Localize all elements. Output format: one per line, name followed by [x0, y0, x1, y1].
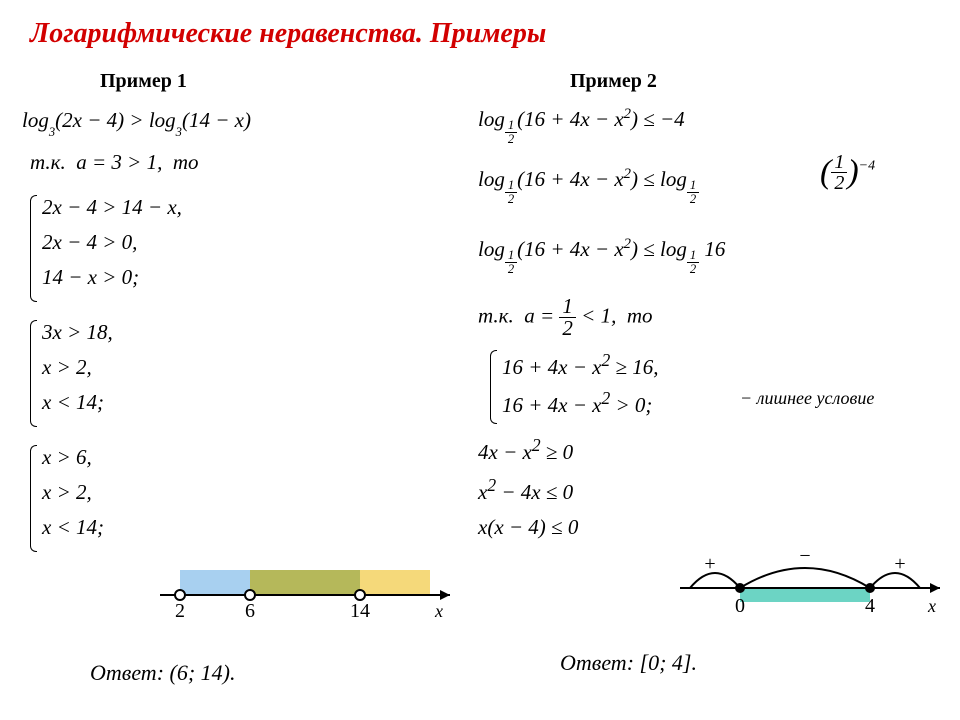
ex2-brace1 — [490, 350, 497, 424]
ex2-number-line: + − + 0 4 x — [680, 550, 950, 630]
ex1-brace3 — [30, 445, 37, 552]
ex1-sys3-2: x > 2, — [42, 480, 92, 505]
ex2-step2: x2 − 4x ≤ 0 — [478, 475, 573, 505]
svg-text:x: x — [434, 601, 443, 621]
ex2-step1: 4x − x2 ≥ 0 — [478, 435, 573, 465]
ex2-cond: т.к. a = 12 < 1, то — [478, 296, 653, 339]
svg-text:14: 14 — [350, 600, 370, 622]
example2-label: Пример 2 — [570, 70, 657, 93]
page-title: Логарифмические неравенства. Примеры — [30, 18, 546, 50]
ex1-sys1-3: 14 − x > 0; — [42, 265, 139, 290]
ex1-sys3-3: x < 14; — [42, 515, 104, 540]
ex1-answer: Ответ: (6; 14). — [90, 660, 236, 686]
svg-text:x: x — [927, 596, 936, 616]
svg-text:0: 0 — [735, 595, 745, 617]
ex2-extra-note: − лишнее условие — [740, 388, 874, 409]
ex1-eq1: log3(2x − 4) > log3(14 − x) — [22, 108, 251, 136]
ex1-sys2-1: 3x > 18, — [42, 320, 113, 345]
svg-text:6: 6 — [245, 600, 255, 622]
ex2-sys1-2: 16 + 4x − x2 > 0; — [502, 388, 652, 418]
ex1-brace2 — [30, 320, 37, 427]
ex1-sys3-1: x > 6, — [42, 445, 92, 470]
example1-label: Пример 1 — [100, 70, 187, 93]
ex2-eq2-rhs: (12)−4 — [820, 152, 875, 193]
svg-text:+: + — [894, 553, 905, 575]
ex1-number-line: 2 6 14 x — [160, 555, 460, 635]
ex2-sys1-1: 16 + 4x − x2 ≥ 16, — [502, 350, 659, 380]
ex2-eq2: log12(16 + 4x − x2) ≤ log12 — [478, 166, 704, 201]
svg-text:−: − — [799, 550, 810, 567]
ex1-sys2-2: x > 2, — [42, 355, 92, 380]
ex1-sys1-1: 2x − 4 > 14 − x, — [42, 195, 182, 220]
ex1-brace1 — [30, 195, 37, 302]
svg-text:4: 4 — [865, 595, 875, 617]
ex2-eq3: log12(16 + 4x − x2) ≤ log12 16 — [478, 236, 725, 271]
ex1-cond: т.к. a = 3 > 1, то — [30, 150, 199, 175]
ex2-eq1: log12(16 + 4x − x2) ≤ −4 — [478, 106, 685, 141]
ex2-step3: x(x − 4) ≤ 0 — [478, 515, 578, 540]
ex2-answer: Ответ: [0; 4]. — [560, 650, 697, 676]
ex1-sys1-2: 2x − 4 > 0, — [42, 230, 137, 255]
svg-text:+: + — [704, 553, 715, 575]
svg-text:2: 2 — [175, 600, 185, 622]
ex1-sys2-3: x < 14; — [42, 390, 104, 415]
